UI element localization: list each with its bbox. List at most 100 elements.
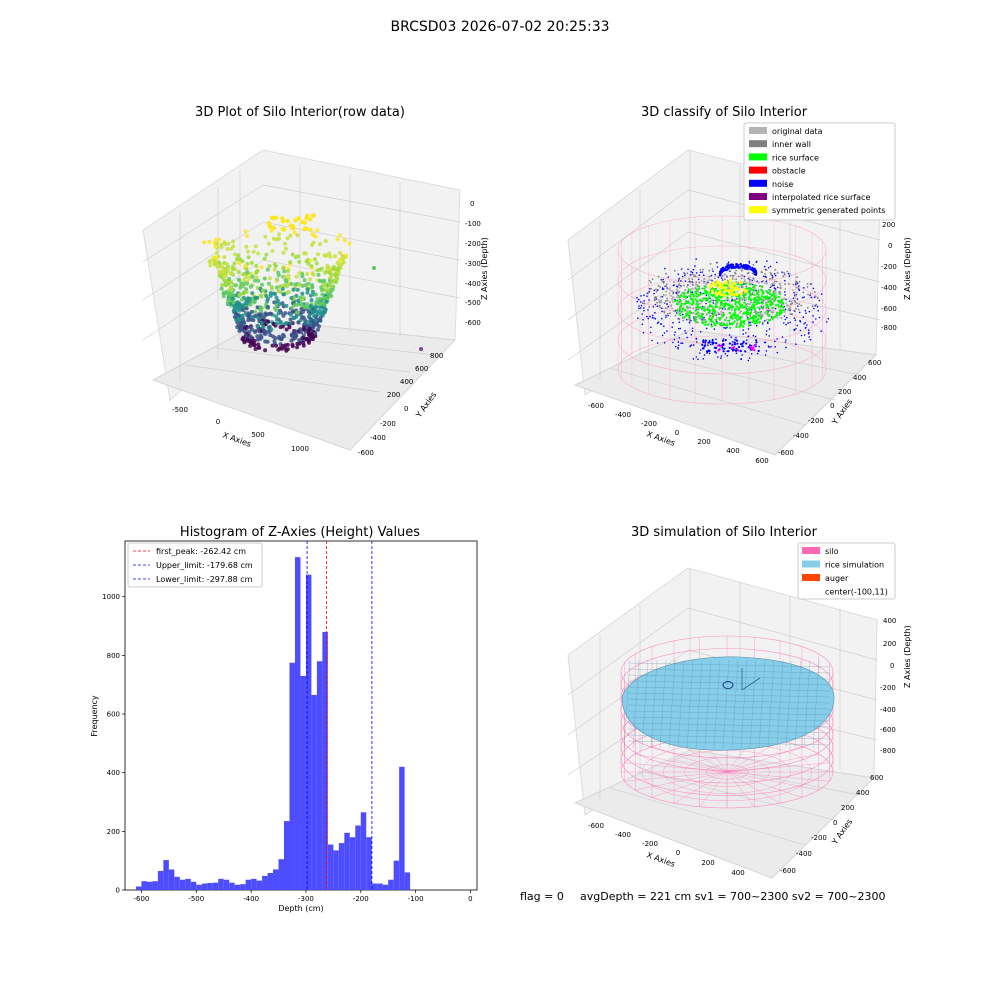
classify-point	[775, 311, 779, 315]
classify-point	[802, 291, 805, 294]
classify-point	[700, 292, 704, 295]
classify-point	[757, 290, 760, 293]
classify-point	[759, 317, 763, 320]
classify-point	[651, 339, 653, 342]
classify-point	[664, 285, 666, 288]
raw-point	[269, 284, 274, 289]
silo-floor-spoke	[624, 771, 728, 782]
histogram-bar	[355, 825, 361, 890]
classify-point	[673, 284, 675, 287]
classify-ytick: -600	[778, 449, 794, 457]
raw-point	[219, 275, 224, 280]
classify-point	[702, 282, 705, 284]
classify-point	[659, 306, 662, 309]
histogram-bar	[278, 859, 285, 890]
classify-point	[771, 282, 774, 285]
classify-point	[691, 271, 694, 274]
raw-point	[219, 244, 224, 249]
raw-ytick: -600	[358, 449, 374, 457]
classify-point	[768, 296, 771, 299]
gridline	[142, 221, 264, 301]
histogram-panel: Histogram of Z-Axies (Height) Values -60…	[90, 525, 478, 913]
classify-point	[673, 338, 676, 341]
sim-ztick: 200	[883, 640, 896, 648]
raw-point	[338, 250, 342, 255]
gridline	[567, 607, 689, 696]
classify-point	[759, 297, 762, 300]
raw-point	[250, 274, 255, 279]
histogram-bar	[377, 883, 383, 890]
classify-point	[691, 283, 694, 286]
classify-point	[755, 289, 757, 292]
classify-point	[709, 343, 712, 346]
classify-point	[708, 317, 711, 320]
simulation-legend-label: center(-100,11)	[825, 588, 888, 597]
histogram-bar	[212, 882, 219, 890]
classify-point	[762, 321, 764, 324]
classify-point	[766, 260, 768, 262]
classify-point	[677, 311, 680, 314]
classify-point	[714, 305, 717, 309]
classify-point	[677, 341, 680, 343]
raw-point	[241, 291, 246, 296]
classify-point	[755, 319, 758, 322]
classify-point	[692, 312, 695, 314]
classify-point	[662, 288, 665, 290]
classify-point	[685, 332, 687, 334]
classify-point	[739, 324, 743, 327]
classify-point	[684, 274, 686, 277]
raw-point	[286, 273, 291, 278]
classify-point	[681, 342, 684, 345]
classify-point	[737, 275, 740, 278]
classify-point	[774, 304, 778, 307]
classify-point	[705, 302, 707, 305]
classify-point	[724, 304, 727, 308]
classify-point	[725, 316, 728, 319]
raw-point	[297, 259, 302, 264]
classify-point	[728, 323, 732, 326]
raw-point	[315, 312, 320, 317]
raw-point	[300, 291, 305, 296]
classify-ytick: 600	[868, 359, 881, 367]
classify-point	[748, 283, 752, 286]
raw-point	[297, 271, 302, 276]
raw-point	[255, 334, 260, 339]
raw-point	[280, 216, 285, 221]
classify-point	[766, 282, 769, 285]
classify-point	[782, 309, 785, 312]
rice-surface-meshline	[627, 734, 831, 740]
classify-point	[714, 289, 717, 292]
histogram-bar	[146, 881, 153, 890]
classify-point	[686, 291, 689, 295]
raw-point	[226, 267, 231, 272]
classify-point	[701, 287, 704, 290]
raw-xtick: 0	[216, 418, 220, 426]
classify-point	[665, 316, 667, 319]
classify-point	[729, 306, 732, 309]
classify-point	[657, 275, 660, 278]
raw-xtick: 500	[251, 431, 264, 439]
histogram-bar	[338, 843, 345, 890]
classify-point	[745, 342, 748, 345]
classify-point	[740, 358, 742, 360]
sim-ytick: 400	[856, 789, 869, 797]
classify-point	[687, 318, 690, 321]
classify-point	[741, 325, 745, 328]
classify-point	[686, 272, 689, 275]
classify-point	[709, 315, 711, 318]
raw-point	[258, 333, 263, 338]
classify-point	[743, 275, 746, 278]
classify-point	[781, 271, 783, 274]
classify-point	[721, 275, 724, 277]
raw-point	[271, 322, 276, 326]
raw-point	[306, 309, 311, 314]
classify-point	[768, 292, 772, 295]
raw-ztick: -300	[465, 260, 481, 268]
raw-point	[212, 259, 217, 264]
raw-point	[310, 289, 315, 294]
classify-point	[783, 322, 785, 324]
raw-point	[283, 246, 288, 251]
classify-point	[756, 306, 759, 309]
raw-point	[235, 257, 240, 262]
raw-point	[274, 343, 279, 348]
